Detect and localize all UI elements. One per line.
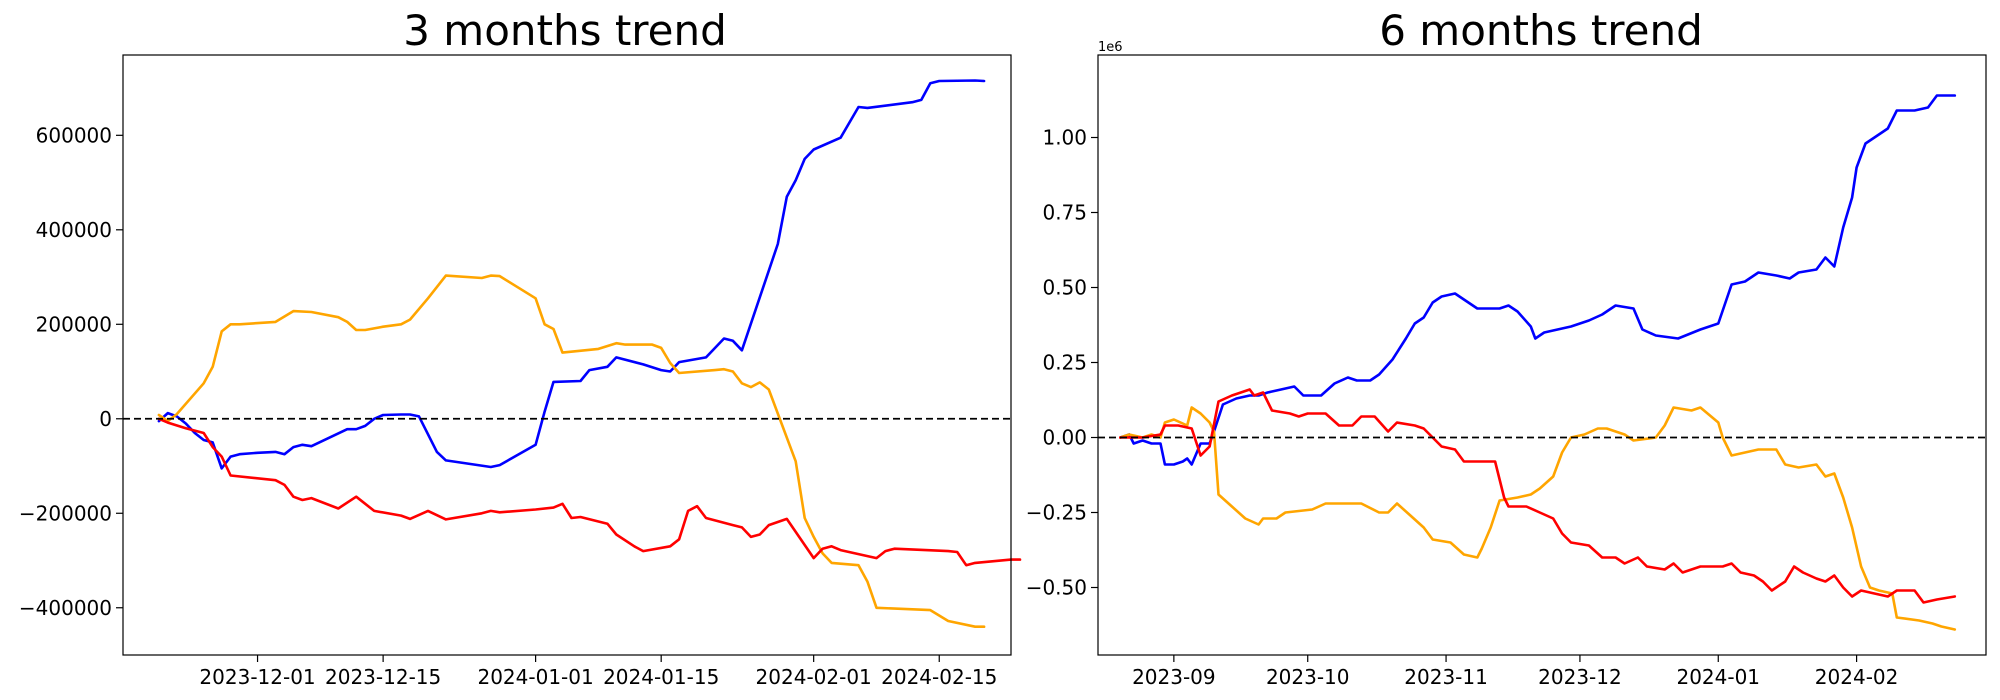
y-tick-label: −200000	[19, 501, 112, 525]
y-tick-label: 1.00	[1042, 126, 1087, 150]
series-line-2	[1119, 388, 1957, 604]
plot-frame	[1097, 54, 1987, 656]
x-tick-label: 2024-02-15	[881, 665, 997, 689]
y-tick-label: 400000	[36, 218, 112, 242]
y-tick-label: 0.75	[1042, 201, 1087, 225]
x-tick-label: 2024-02	[1815, 665, 1899, 689]
plot-frame	[122, 54, 1012, 656]
series-line-0	[157, 79, 986, 470]
y-offset-label: 1e6	[1098, 40, 1123, 55]
x-tick-label: 2023-10	[1266, 665, 1350, 689]
x-tick-label: 2023-09	[1132, 665, 1216, 689]
y-tick-label: 0	[99, 407, 112, 431]
chart-3-months: 3 months trend −400000 −200000 0 200000 4000…	[19, 6, 1022, 689]
x-tick-label: 2023-12	[1538, 665, 1622, 689]
x-tick-label: 2024-01-15	[603, 665, 719, 689]
series-line-2	[157, 417, 1022, 567]
x-tick-label: 2024-02-01	[756, 665, 872, 689]
x-tick-label: 2023-12-01	[199, 665, 315, 689]
chart-title: 3 months trend	[403, 6, 727, 55]
y-tick-label: −400000	[19, 596, 112, 620]
plot-area: −400000 −200000 0 200000 400000 600000 2023-12…	[19, 54, 1022, 689]
chart-title: 6 months trend	[1379, 6, 1703, 55]
y-tick-label: −0.50	[1026, 576, 1087, 600]
series-line-1	[1119, 406, 1957, 631]
x-tick-label: 2024-01-01	[477, 665, 593, 689]
series-line-1	[157, 274, 986, 628]
x-tick-label: 2023-11	[1404, 665, 1488, 689]
y-tick-label: 0.00	[1042, 426, 1087, 450]
y-tick-label: 0.50	[1042, 276, 1087, 300]
y-tick-label: 0.25	[1042, 351, 1087, 375]
y-tick-label: −0.25	[1026, 501, 1087, 525]
y-tick-label: 200000	[36, 312, 112, 336]
x-tick-label: 2024-01	[1676, 665, 1760, 689]
x-tick-label: 2023-12-15	[325, 665, 441, 689]
chart-6-months: 6 months trend 1e6 −0.50 −0.25 0.00 0.25 0.5…	[1026, 6, 1987, 689]
plot-area: −0.50 −0.25 0.00 0.25 0.50 0.75 1.00 2023-09 202…	[1026, 54, 1987, 689]
y-tick-label: 600000	[36, 123, 112, 147]
